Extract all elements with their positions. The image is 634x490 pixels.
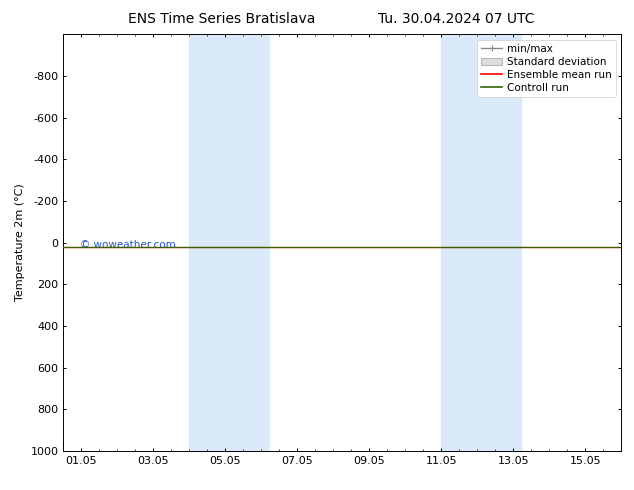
Text: © woweather.com: © woweather.com (80, 240, 176, 249)
Text: Tu. 30.04.2024 07 UTC: Tu. 30.04.2024 07 UTC (378, 12, 534, 26)
Bar (441, 34, 521, 451)
Y-axis label: Temperature 2m (°C): Temperature 2m (°C) (15, 184, 25, 301)
Legend: min/max, Standard deviation, Ensemble mean run, Controll run: min/max, Standard deviation, Ensemble me… (477, 40, 616, 97)
Bar (190, 34, 269, 451)
Text: ENS Time Series Bratislava: ENS Time Series Bratislava (128, 12, 316, 26)
